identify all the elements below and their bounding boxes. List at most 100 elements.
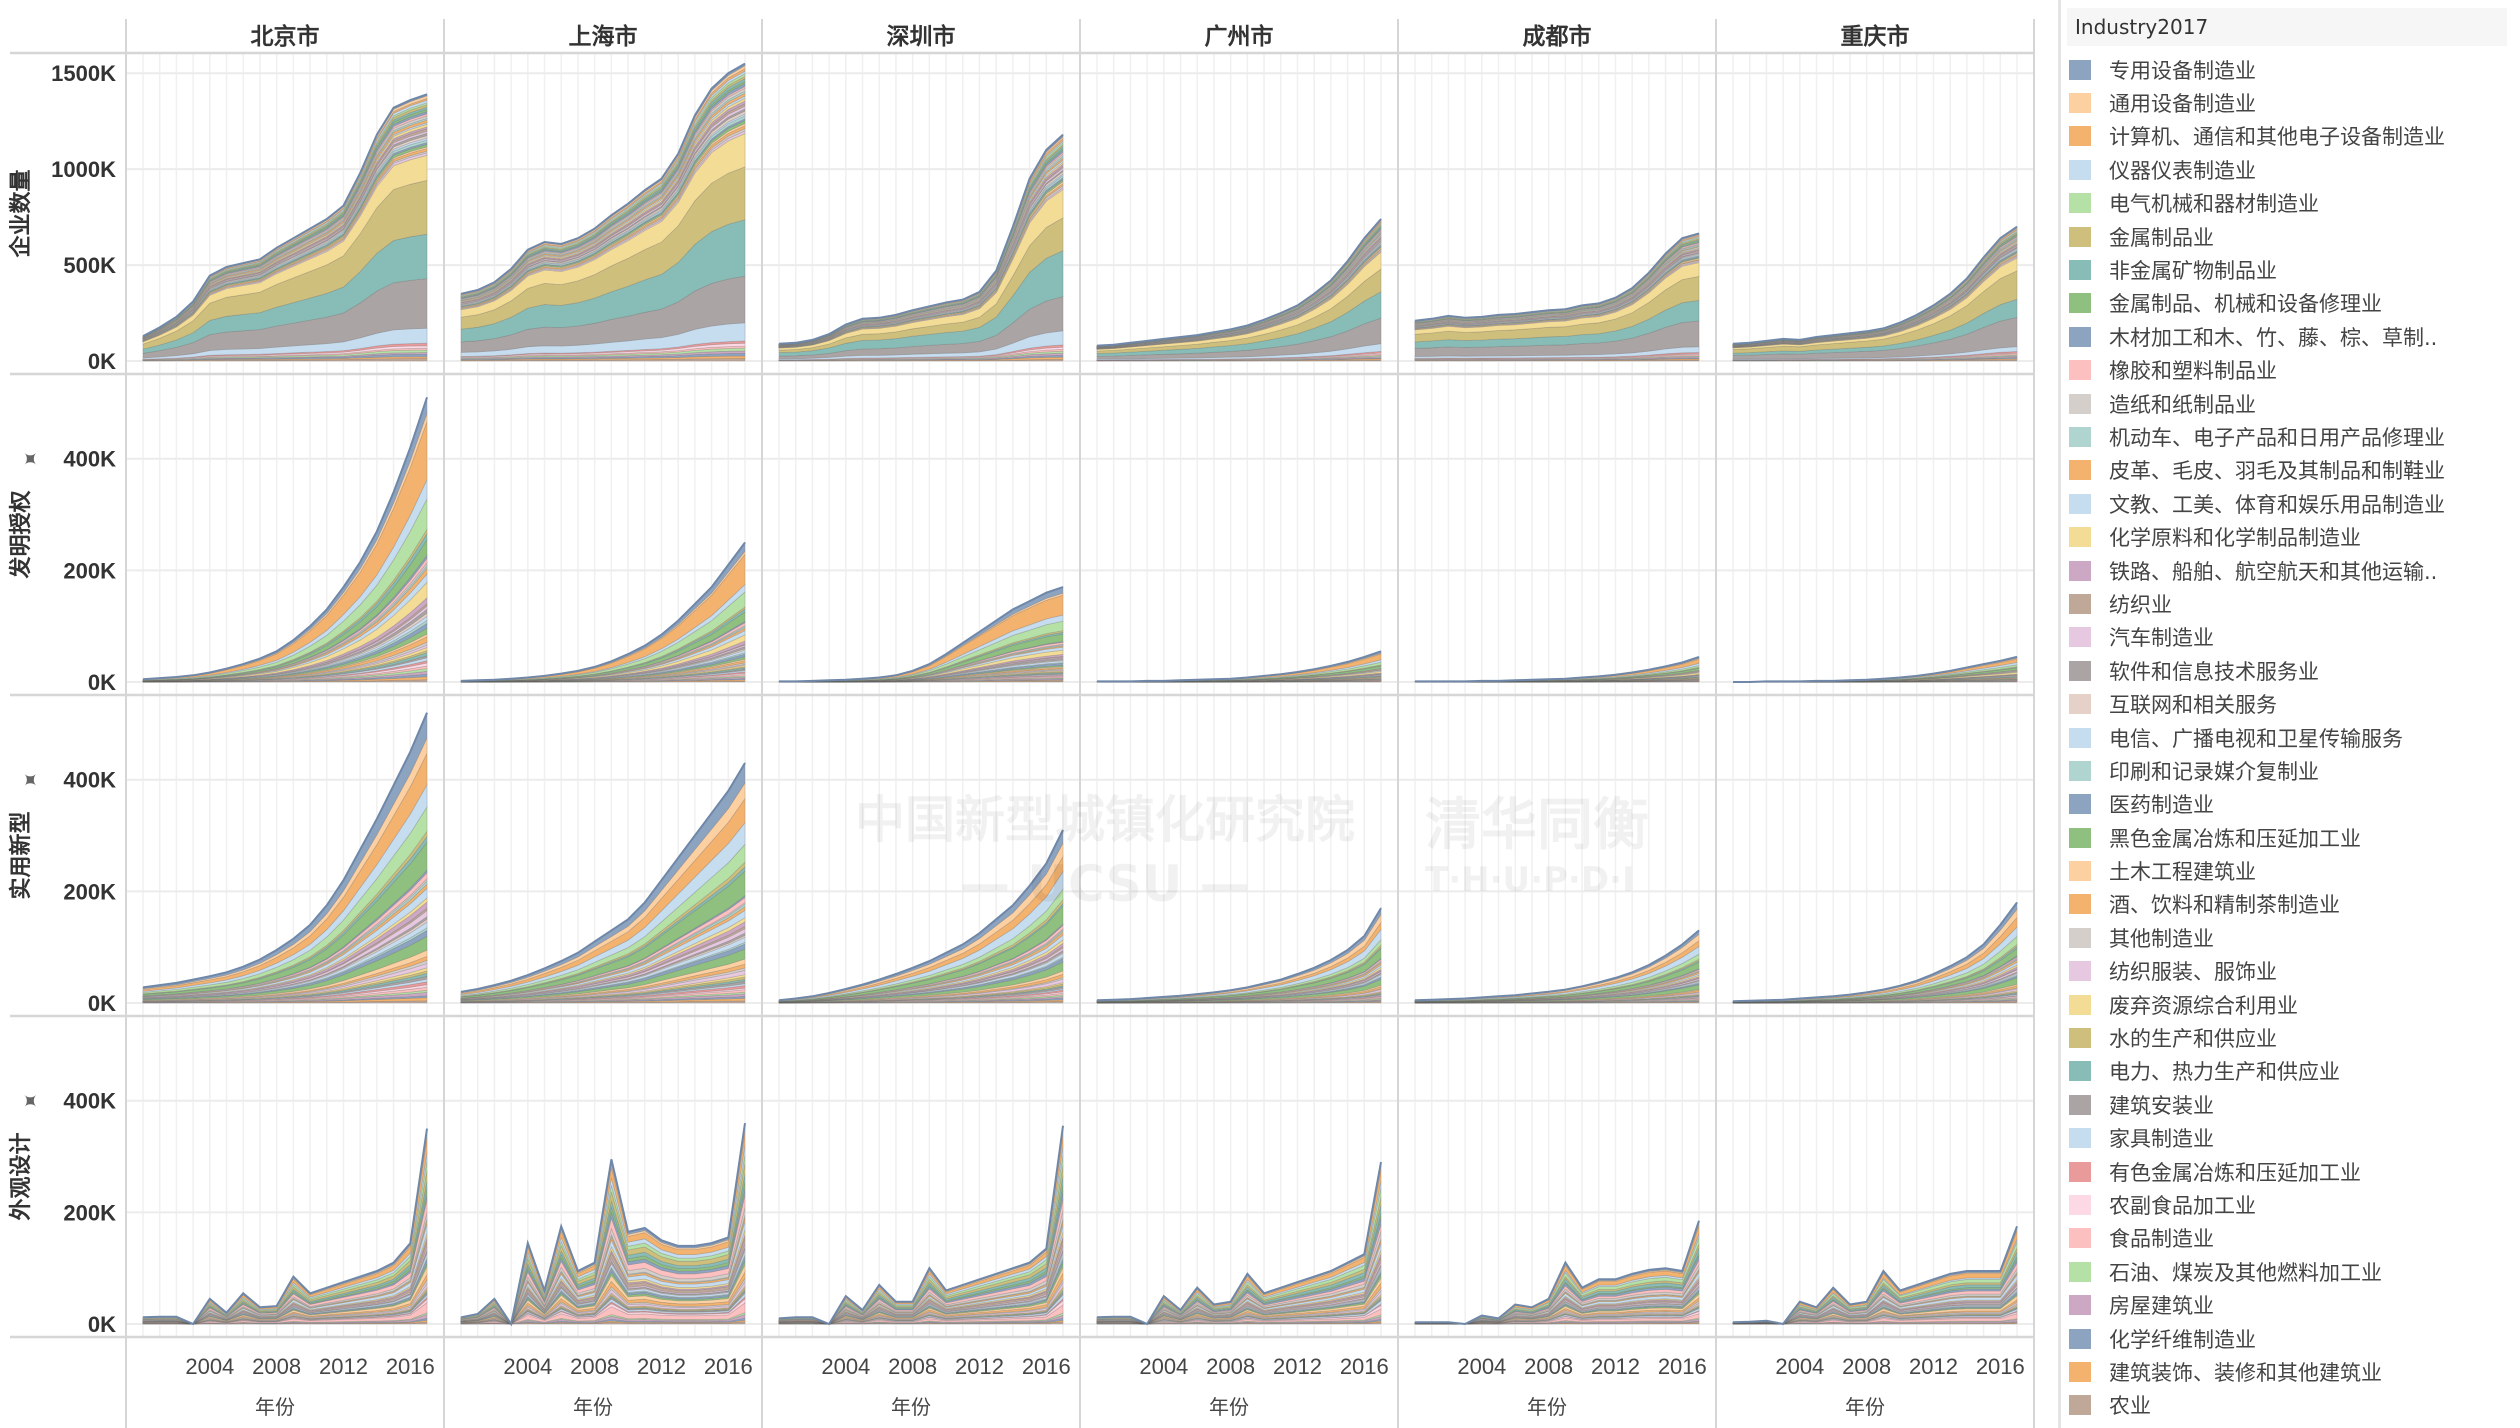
legend-item[interactable]: 皮革、毛皮、羽毛及其制品和制鞋业: [2069, 454, 2445, 487]
y-tick-label: 0K: [88, 1312, 116, 1337]
legend-item[interactable]: 建筑安装业: [2069, 1088, 2445, 1121]
legend-label: 石油、煤炭及其他燃料加工业: [2109, 1260, 2382, 1285]
legend-swatch: [2069, 126, 2091, 147]
area-layer: [778, 923, 1064, 1003]
legend-swatch: [2069, 1028, 2091, 1049]
x-tick-label: 2012: [1591, 1354, 1640, 1379]
total-outline: [1415, 655, 1700, 683]
legend-label: 皮革、毛皮、羽毛及其制品和制鞋业: [2109, 459, 2445, 484]
legend-swatch: [2069, 1228, 2091, 1249]
legend-label: 仪器仪表制造业: [2109, 158, 2256, 183]
legend-item[interactable]: 计算机、通信和其他电子设备制造业: [2069, 120, 2445, 153]
area-layer: [779, 641, 1064, 683]
legend-swatch: [2069, 994, 2091, 1015]
x-tick-label: 2004: [1775, 1354, 1824, 1379]
x-tick-label: 2008: [1524, 1354, 1573, 1379]
legend-item[interactable]: 铁路、船舶、航空航天和其他运输..: [2069, 554, 2445, 587]
legend-item[interactable]: 仪器仪表制造业: [2069, 153, 2445, 186]
legend-item[interactable]: 水的生产和供应业: [2069, 1021, 2445, 1054]
legend-item[interactable]: 黑色金属冶炼和压延加工业: [2069, 821, 2445, 854]
legend-item[interactable]: 金属制品、机械和设备修理业: [2069, 287, 2445, 320]
y-tick-label: 0K: [88, 991, 116, 1016]
legend-item[interactable]: 电气机械和器材制造业: [2069, 187, 2445, 220]
legend-item[interactable]: 汽车制造业: [2069, 621, 2445, 654]
x-tick-label: 2008: [1842, 1354, 1891, 1379]
column-header: 上海市: [569, 23, 638, 50]
legend-label: 软件和信息技术服务业: [2109, 659, 2319, 684]
x-axis-title: 年份: [891, 1395, 931, 1419]
legend-swatch: [2069, 193, 2091, 214]
legend-item[interactable]: 农副食品加工业: [2069, 1188, 2445, 1221]
legend-item[interactable]: 橡胶和塑料制品业: [2069, 354, 2445, 387]
area-layer: [779, 671, 1064, 683]
legend-item[interactable]: 建筑装饰、装修和其他建筑业: [2069, 1355, 2445, 1388]
y-tick-label: 400K: [63, 768, 116, 793]
x-tick-label: 2012: [637, 1354, 686, 1379]
legend-swatch: [2069, 627, 2091, 648]
legend-swatch: [2069, 93, 2091, 114]
x-tick-label: 2016: [1658, 1354, 1707, 1379]
legend-item[interactable]: 木材加工和木、竹、藤、棕、草制..: [2069, 320, 2445, 353]
column-header: 重庆市: [1841, 23, 1910, 50]
legend-item[interactable]: 农业: [2069, 1389, 2445, 1422]
legend-item[interactable]: 金属制品业: [2069, 220, 2445, 253]
legend-item[interactable]: 纺织服装、服饰业: [2069, 955, 2445, 988]
legend-item[interactable]: 印刷和记录媒介复制业: [2069, 754, 2445, 787]
legend-item[interactable]: 文教、工美、体育和娱乐用品制造业: [2069, 487, 2445, 520]
legend-item[interactable]: 软件和信息技术服务业: [2069, 654, 2445, 687]
legend-item[interactable]: 家具制造业: [2069, 1122, 2445, 1155]
area-layer: [1415, 1277, 1700, 1325]
area-layer: [1732, 966, 2018, 1003]
legend-label: 通用设备制造业: [2109, 92, 2256, 117]
legend-label: 黑色金属冶炼和压延加工业: [2109, 826, 2361, 851]
legend-item[interactable]: 非金属矿物制品业: [2069, 253, 2445, 286]
area-layer: [142, 1290, 428, 1325]
area-layer: [1732, 1288, 2018, 1325]
legend-label: 其他制造业: [2109, 926, 2214, 951]
legend-item[interactable]: 酒、饮料和精制茶制造业: [2069, 888, 2445, 921]
legend-label: 农副食品加工业: [2109, 1193, 2256, 1218]
legend-item[interactable]: 造纸和纸制品业: [2069, 387, 2445, 420]
area-layer: [778, 902, 1064, 1002]
x-tick-label: 2016: [1022, 1354, 1071, 1379]
legend-item[interactable]: 食品制造业: [2069, 1222, 2445, 1255]
legend-swatch: [2069, 927, 2091, 948]
legend-item[interactable]: 互联网和相关服务: [2069, 687, 2445, 720]
legend-label: 化学原料和化学制品制造业: [2109, 526, 2361, 551]
legend-swatch: [2069, 560, 2091, 581]
column-header: 北京市: [251, 23, 320, 50]
x-tick-label: 2004: [185, 1354, 234, 1379]
legend-swatch: [2069, 59, 2091, 80]
legend-item[interactable]: 电信、广播电视和卫星传输服务: [2069, 721, 2445, 754]
legend-item[interactable]: 土木工程建筑业: [2069, 854, 2445, 887]
legend-item[interactable]: 化学原料和化学制品制造业: [2069, 520, 2445, 553]
area-layer: [460, 653, 746, 683]
y-tick-label: 200K: [63, 879, 116, 904]
area-layer: [1732, 1304, 2018, 1325]
legend-item[interactable]: 纺织业: [2069, 587, 2445, 620]
x-tick-label: 2012: [1909, 1354, 1958, 1379]
legend-item[interactable]: 化学纤维制造业: [2069, 1322, 2445, 1355]
area-layer: [1097, 669, 1382, 683]
x-tick-label: 2008: [252, 1354, 301, 1379]
area-layer: [1732, 1303, 2018, 1325]
legend-item[interactable]: 通用设备制造业: [2069, 86, 2445, 119]
total-outline: [1732, 1225, 2018, 1326]
area-layer: [1732, 959, 2018, 1003]
legend-item[interactable]: 有色金属冶炼和压延加工业: [2069, 1155, 2445, 1188]
legend-item[interactable]: 专用设备制造业: [2069, 53, 2445, 86]
total-outline: [1733, 655, 2018, 683]
pin-icon: ✦: [16, 1087, 47, 1118]
legend-item[interactable]: 废弃资源综合利用业: [2069, 988, 2445, 1021]
legend-item[interactable]: 医药制造业: [2069, 788, 2445, 821]
total-outline: [778, 829, 1064, 1002]
x-axis-title: 年份: [1527, 1395, 1567, 1419]
legend-item[interactable]: 电力、热力生产和供应业: [2069, 1055, 2445, 1088]
legend-item[interactable]: 石油、煤炭及其他燃料加工业: [2069, 1255, 2445, 1288]
legend-item[interactable]: 其他制造业: [2069, 921, 2445, 954]
x-axis-title: 年份: [1209, 1395, 1249, 1419]
legend-label: 电气机械和器材制造业: [2109, 192, 2319, 217]
legend-swatch: [2069, 827, 2091, 848]
legend-item[interactable]: 机动车、电子产品和日用产品修理业: [2069, 420, 2445, 453]
legend-item[interactable]: 房屋建筑业: [2069, 1288, 2445, 1321]
